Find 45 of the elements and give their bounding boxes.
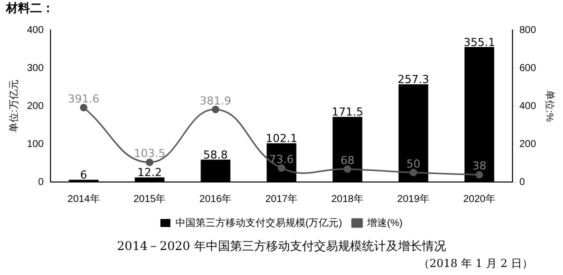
x-tick-label: 2019年 xyxy=(397,192,430,205)
data-label: 102.1 xyxy=(266,132,298,146)
point xyxy=(410,168,418,176)
data-label: 391.6 xyxy=(68,92,100,106)
x-tick-label: 2018年 xyxy=(331,192,364,205)
x-tick-label: 2017年 xyxy=(265,192,298,205)
data-label: 103.5 xyxy=(134,147,166,160)
data-label: 6 xyxy=(80,168,88,182)
legend-label: 增速(%) xyxy=(366,216,403,229)
point xyxy=(344,165,352,173)
point xyxy=(476,171,484,179)
y2-tick-label: 0 xyxy=(519,176,526,188)
x-tick-label: 2016年 xyxy=(199,192,232,205)
data-label: 50 xyxy=(406,157,420,170)
data-label: 381.9 xyxy=(200,94,232,108)
y2-tick-label: 200 xyxy=(519,138,536,150)
y2-axis-title: 单位:% xyxy=(543,90,556,122)
legend-label: 中国第三方移动支付交易规模(万亿元) xyxy=(175,216,342,229)
data-label: 12.2 xyxy=(137,166,162,180)
y2-tick-label: 600 xyxy=(519,62,536,74)
x-tick-label: 2015年 xyxy=(133,192,166,205)
text: 材料二： xyxy=(4,0,55,16)
data-label: 38 xyxy=(472,160,486,173)
data-label: 355.1 xyxy=(464,36,496,49)
point xyxy=(80,104,88,112)
point xyxy=(278,164,286,172)
x-tick-label: 2014年 xyxy=(68,192,100,205)
data-label: 68 xyxy=(340,154,354,167)
x-tick-label: 2020年 xyxy=(463,192,496,205)
y-tick-label: 100 xyxy=(26,138,44,150)
text: （2018 年 1 月 2 日） xyxy=(418,256,534,272)
point xyxy=(146,158,154,166)
y-tick-label: 200 xyxy=(26,100,44,112)
y-axis-title: 单位:万亿元 xyxy=(8,80,20,132)
point xyxy=(212,106,220,114)
data-label: 257.3 xyxy=(398,73,430,86)
data-label: 73.6 xyxy=(269,152,294,166)
y2-tick-label: 400 xyxy=(519,100,536,112)
y-tick-label: 400 xyxy=(26,24,44,36)
y-tick-label: 300 xyxy=(26,62,44,74)
data-label: 171.5 xyxy=(332,106,364,119)
data-label: 58.8 xyxy=(203,148,228,162)
y-tick-label: 0 xyxy=(38,176,44,188)
y2-tick-label: 800 xyxy=(519,24,536,36)
text: 2014－2020 年中国第三方移动支付交易规模统计及增长情况 xyxy=(116,238,447,255)
